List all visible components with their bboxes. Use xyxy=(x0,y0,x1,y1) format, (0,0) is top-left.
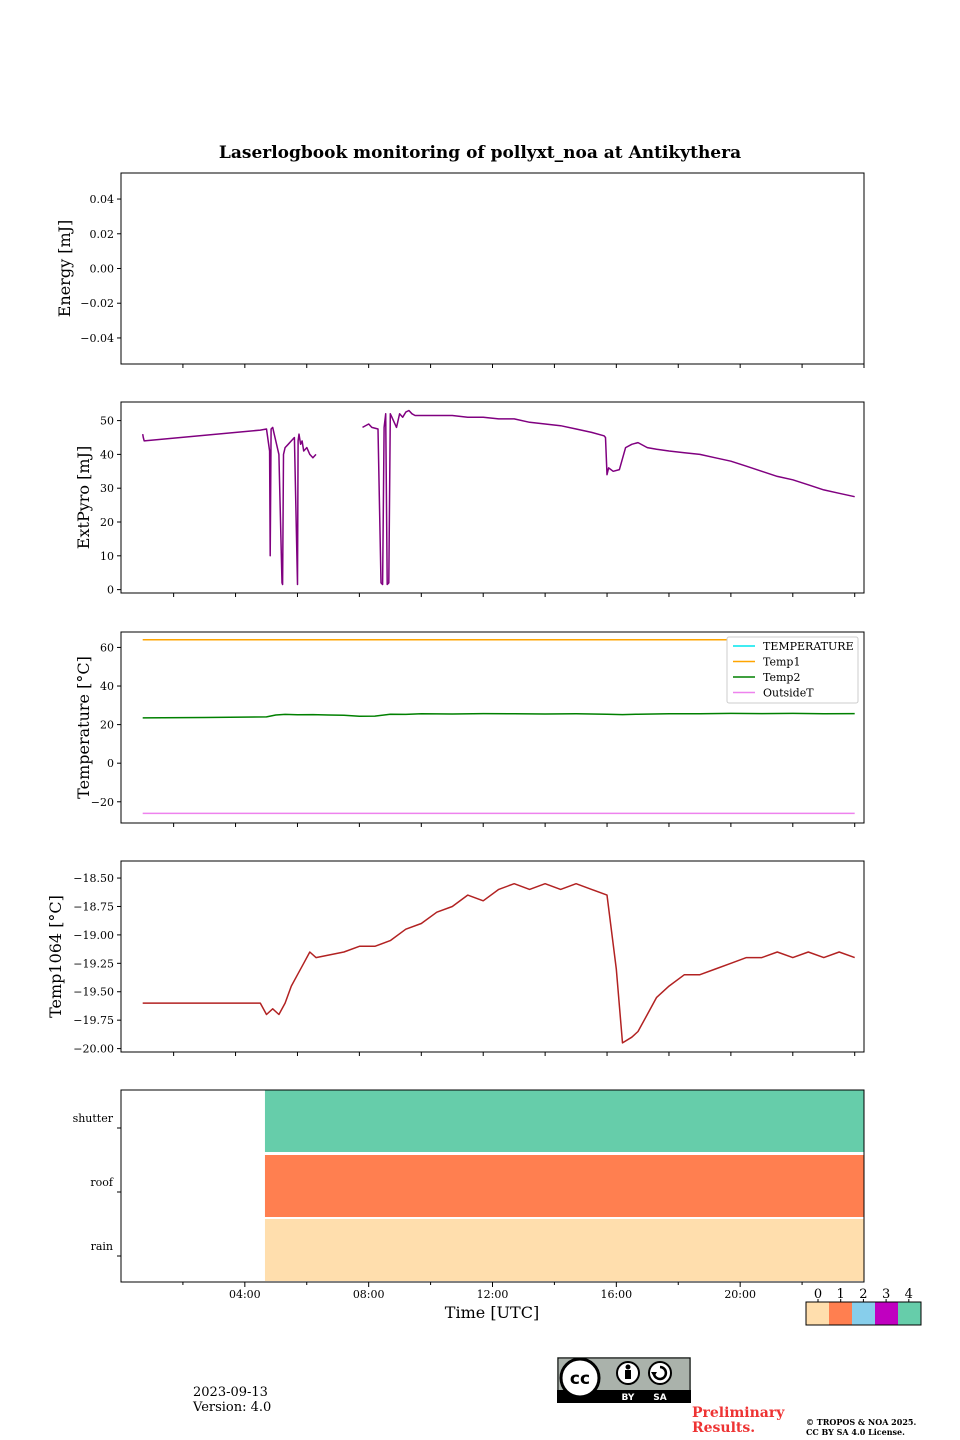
colorbar-tick-label: 4 xyxy=(905,1287,913,1302)
colorbar-tick-label: 1 xyxy=(837,1287,845,1302)
colorbar-tick-label: 0 xyxy=(814,1287,822,1302)
y-tick-label: 0 xyxy=(107,757,114,770)
y-tick-label: 20 xyxy=(100,516,114,529)
panel-extpyro: 0 10 20 30 40 50 ExtPyro [mJ] xyxy=(74,401,865,597)
y-tick-label: −19.75 xyxy=(73,1014,114,1027)
y-tick-label: 20 xyxy=(100,719,114,732)
series-line-extpyro-1 xyxy=(362,409,855,586)
preliminary-notice: Preliminary Results. xyxy=(692,1406,784,1436)
x-axis-label: Time [UTC] xyxy=(445,1303,539,1322)
row-label-roof: roof xyxy=(90,1176,114,1189)
y-axis-label: ExtPyro [mJ] xyxy=(74,446,93,549)
series-line-Temp2 xyxy=(142,712,855,719)
y-tick-label: 0.04 xyxy=(90,193,115,206)
colorbar-tick-label: 3 xyxy=(882,1287,890,1302)
copyright-line-1: © TROPOS & NOA 2025. xyxy=(806,1417,917,1427)
status-segment-roof xyxy=(264,1155,864,1217)
row-label-shutter: shutter xyxy=(73,1112,114,1125)
copyright-line-2: CC BY SA 4.0 License. xyxy=(806,1427,905,1437)
y-tick-label: 0 xyxy=(107,584,114,597)
footer-date: 2023-09-13 xyxy=(193,1385,268,1400)
legend: TEMPERATURE Temp1 Temp2 OutsideT xyxy=(726,636,859,704)
colorbar-cell xyxy=(806,1302,829,1325)
y-axis-label: Temp1064 [°C] xyxy=(46,895,65,1018)
legend-entry: TEMPERATURE xyxy=(763,640,854,653)
colorbar-cell xyxy=(852,1302,875,1325)
y-tick-label: 40 xyxy=(100,448,114,461)
y-tick-label: −18.75 xyxy=(73,900,114,913)
colorbar-tick-label: 2 xyxy=(859,1287,867,1302)
legend-entry: Temp2 xyxy=(763,671,800,684)
panel-temp1064: −18.50 −18.75 −19.00 −19.25 −19.50 −19.75 −20.… xyxy=(46,860,865,1056)
y-tick-label: 50 xyxy=(100,415,114,428)
y-tick-label: 60 xyxy=(100,641,114,654)
panel-status: shutter roof rain 04:00 08:00 12:00 16:00 20:00 xyxy=(73,1089,865,1301)
series-line-extpyro-0 xyxy=(141,426,317,586)
cc-by-sa-license-icon: cc BY SA xyxy=(557,1357,691,1403)
y-tick-label: 40 xyxy=(100,680,114,693)
y-tick-label: 10 xyxy=(100,550,114,563)
series-line-temp1064-0 xyxy=(142,882,855,1044)
y-tick-label: −20.00 xyxy=(73,1043,114,1056)
y-tick-label: 0.00 xyxy=(90,263,115,276)
x-tick-label: 20:00 xyxy=(724,1288,756,1301)
preliminary-line-2: Results. xyxy=(692,1420,756,1436)
x-tick-label: 04:00 xyxy=(229,1288,261,1301)
x-tick-label: 12:00 xyxy=(477,1288,509,1301)
cc-badge-by: BY xyxy=(622,1393,635,1403)
y-tick-label: −19.00 xyxy=(73,929,114,942)
y-tick-label: 30 xyxy=(100,482,114,495)
y-tick-label: −0.02 xyxy=(80,297,114,310)
row-label-rain: rain xyxy=(91,1240,113,1253)
y-axis-label: Temperature [°C] xyxy=(74,656,93,799)
footer-version: Version: 4.0 xyxy=(193,1400,272,1415)
chart-title: Laserlogbook monitoring of pollyxt_noa a… xyxy=(219,143,741,163)
panel-temperature: −20 0 20 40 60 Temperature [°C] TEMPERATURE Tem… xyxy=(74,631,865,827)
cc-badge-symbol: cc xyxy=(570,1369,590,1389)
y-tick-label: 0.02 xyxy=(90,228,115,241)
y-tick-label: −0.04 xyxy=(80,332,114,345)
x-tick-label: 16:00 xyxy=(600,1288,632,1301)
colorbar-cell xyxy=(875,1302,898,1325)
status-segment-shutter xyxy=(264,1090,864,1152)
y-tick-label: −19.25 xyxy=(73,957,114,970)
y-tick-label: −20 xyxy=(91,796,114,809)
copyright-notice: © TROPOS & NOA 2025. CC BY SA 4.0 Licens… xyxy=(806,1417,916,1437)
axes-frame xyxy=(120,860,865,1053)
axes-frame xyxy=(120,631,865,824)
y-tick-label: −18.50 xyxy=(73,872,114,885)
y-axis-label: Energy [mJ] xyxy=(55,220,74,318)
legend-entry: OutsideT xyxy=(763,687,814,700)
colorbar-cell xyxy=(829,1302,852,1325)
axes-frame xyxy=(120,1089,865,1283)
x-tick-label: 08:00 xyxy=(353,1288,385,1301)
preliminary-line-1: Preliminary xyxy=(692,1405,785,1421)
legend-entry: Temp1 xyxy=(763,656,800,669)
cc-badge-sa: SA xyxy=(653,1393,666,1403)
panel-energy: 0.04 0.02 0.00 −0.02 −0.04 Energy [mJ] xyxy=(55,172,865,368)
axes-frame xyxy=(120,401,865,594)
y-tick-label: −19.50 xyxy=(73,986,114,999)
colorbar-cell xyxy=(898,1302,921,1325)
axes-frame xyxy=(120,172,865,365)
status-segment-rain xyxy=(264,1219,864,1281)
